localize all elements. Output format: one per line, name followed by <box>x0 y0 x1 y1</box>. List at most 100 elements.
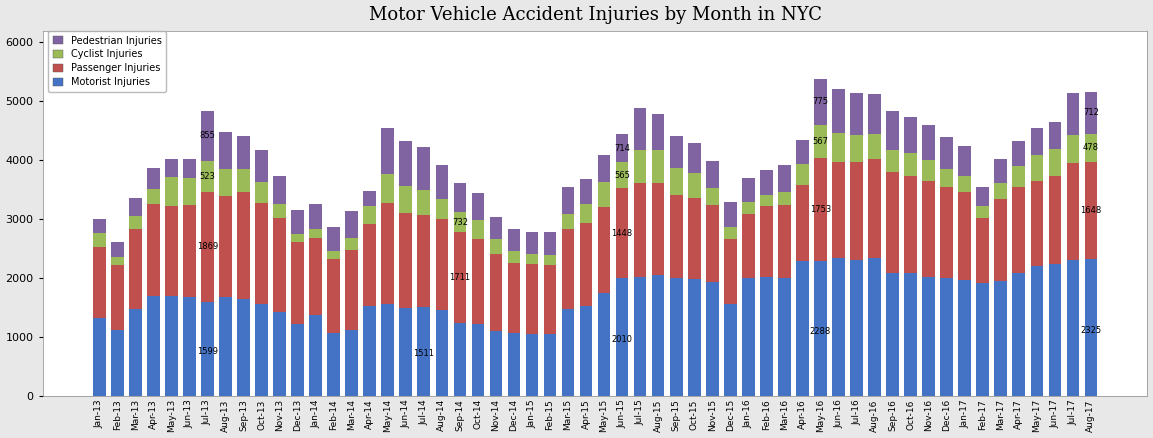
Bar <box>778 165 791 192</box>
Text: 567: 567 <box>813 137 829 146</box>
Bar <box>958 279 971 396</box>
Bar <box>399 186 412 213</box>
Text: 523: 523 <box>199 172 216 181</box>
Bar <box>832 89 845 133</box>
Bar <box>814 79 827 124</box>
Bar <box>453 233 466 323</box>
Bar <box>1048 148 1061 176</box>
Bar <box>255 203 267 304</box>
Bar <box>778 279 791 396</box>
Bar <box>562 187 574 214</box>
Bar <box>977 187 989 206</box>
Bar <box>346 211 357 238</box>
Bar <box>327 251 340 259</box>
Bar <box>850 135 862 162</box>
Bar <box>1067 93 1079 135</box>
Bar <box>634 150 647 184</box>
Bar <box>436 199 449 219</box>
Bar <box>977 283 989 396</box>
Bar <box>670 194 683 279</box>
Bar <box>219 132 232 169</box>
Bar <box>597 182 610 207</box>
Bar <box>904 117 917 153</box>
Bar <box>129 309 142 396</box>
Bar <box>814 261 827 396</box>
Bar <box>994 183 1007 199</box>
Text: 714: 714 <box>615 144 630 152</box>
Bar <box>292 324 304 396</box>
Bar <box>129 230 142 309</box>
Bar <box>399 308 412 396</box>
Bar <box>743 279 755 396</box>
Bar <box>904 153 917 176</box>
Bar <box>941 279 954 396</box>
Bar <box>977 206 989 218</box>
Bar <box>526 334 538 396</box>
Bar <box>363 306 376 396</box>
Bar <box>111 257 123 265</box>
Bar <box>634 277 647 396</box>
Text: 732: 732 <box>452 218 468 227</box>
Bar <box>580 223 593 306</box>
Bar <box>201 302 213 396</box>
Bar <box>616 134 628 162</box>
Bar <box>436 165 449 199</box>
Bar <box>778 192 791 205</box>
Bar <box>651 150 664 183</box>
Bar <box>382 204 394 304</box>
Bar <box>724 240 737 304</box>
Bar <box>1048 176 1061 264</box>
Bar <box>688 198 701 279</box>
Bar <box>887 272 899 396</box>
Bar <box>562 229 574 308</box>
Bar <box>706 187 718 205</box>
Bar <box>382 128 394 174</box>
Bar <box>399 141 412 186</box>
Bar <box>868 94 881 134</box>
Bar <box>796 164 808 185</box>
Bar <box>941 170 954 187</box>
Bar <box>1031 180 1043 266</box>
Bar <box>562 308 574 396</box>
Bar <box>743 214 755 279</box>
Bar <box>292 234 304 243</box>
Bar <box>148 204 159 296</box>
Bar <box>436 310 449 396</box>
Bar <box>616 188 628 278</box>
Bar <box>760 206 773 277</box>
Bar <box>616 162 628 188</box>
Bar <box>922 277 935 396</box>
Bar <box>292 210 304 234</box>
Bar <box>417 307 430 396</box>
Bar <box>219 169 232 196</box>
Bar <box>1085 92 1098 134</box>
Bar <box>850 260 862 396</box>
Text: 1753: 1753 <box>809 205 831 214</box>
Bar <box>219 297 232 396</box>
Bar <box>941 138 954 170</box>
Bar <box>363 206 376 223</box>
Bar <box>346 330 357 396</box>
Bar <box>743 202 755 214</box>
Text: 2325: 2325 <box>1080 326 1101 335</box>
Bar <box>832 162 845 258</box>
Bar <box>111 265 123 330</box>
Bar <box>490 254 503 331</box>
Bar <box>165 206 178 296</box>
Bar <box>382 304 394 396</box>
Bar <box>93 247 106 318</box>
Bar <box>1012 141 1025 166</box>
Bar <box>634 184 647 277</box>
Bar <box>597 293 610 396</box>
Bar <box>958 146 971 177</box>
Bar <box>255 150 267 182</box>
Bar <box>760 277 773 396</box>
Text: 1711: 1711 <box>450 273 470 282</box>
Bar <box>453 183 466 212</box>
Bar <box>580 204 593 223</box>
Bar <box>165 159 178 177</box>
Text: 712: 712 <box>1083 108 1099 117</box>
Bar <box>472 324 484 396</box>
Bar <box>724 202 737 227</box>
Bar <box>346 238 357 250</box>
